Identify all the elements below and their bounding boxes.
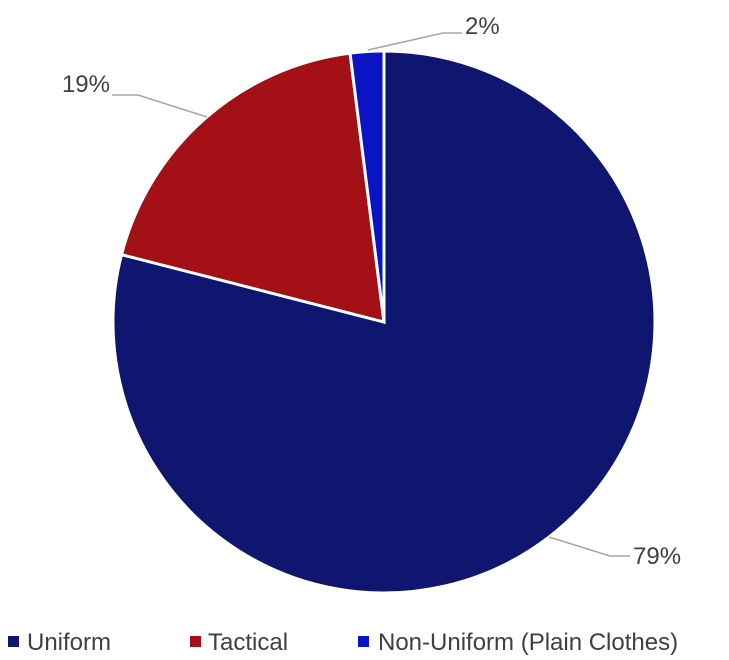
pie-slice-tactical xyxy=(119,51,386,325)
data-label-tactical: 19% xyxy=(62,71,110,98)
data-label-uniform: 79% xyxy=(633,543,681,570)
leader-line-non-uniform xyxy=(367,32,462,51)
legend-swatch-tactical xyxy=(190,636,201,647)
pie-slice-non-uniform xyxy=(348,49,386,323)
legend-label-uniform: Uniform xyxy=(27,629,111,656)
pie-slices xyxy=(111,49,657,595)
leader-line-tactical xyxy=(112,94,208,118)
legend-swatch-uniform xyxy=(8,636,19,647)
leader-line-uniform xyxy=(548,536,630,557)
legend-swatch-non-uniform xyxy=(358,636,369,647)
data-label-non-uniform: 2% xyxy=(465,13,500,40)
legend-label-non-uniform: Non-Uniform (Plain Clothes) xyxy=(378,629,678,656)
legend-label-tactical: Tactical xyxy=(208,629,288,656)
pie-slice-uniform xyxy=(111,49,657,595)
legend: Uniform Tactical Non-Uniform (Plain Clot… xyxy=(8,629,678,656)
